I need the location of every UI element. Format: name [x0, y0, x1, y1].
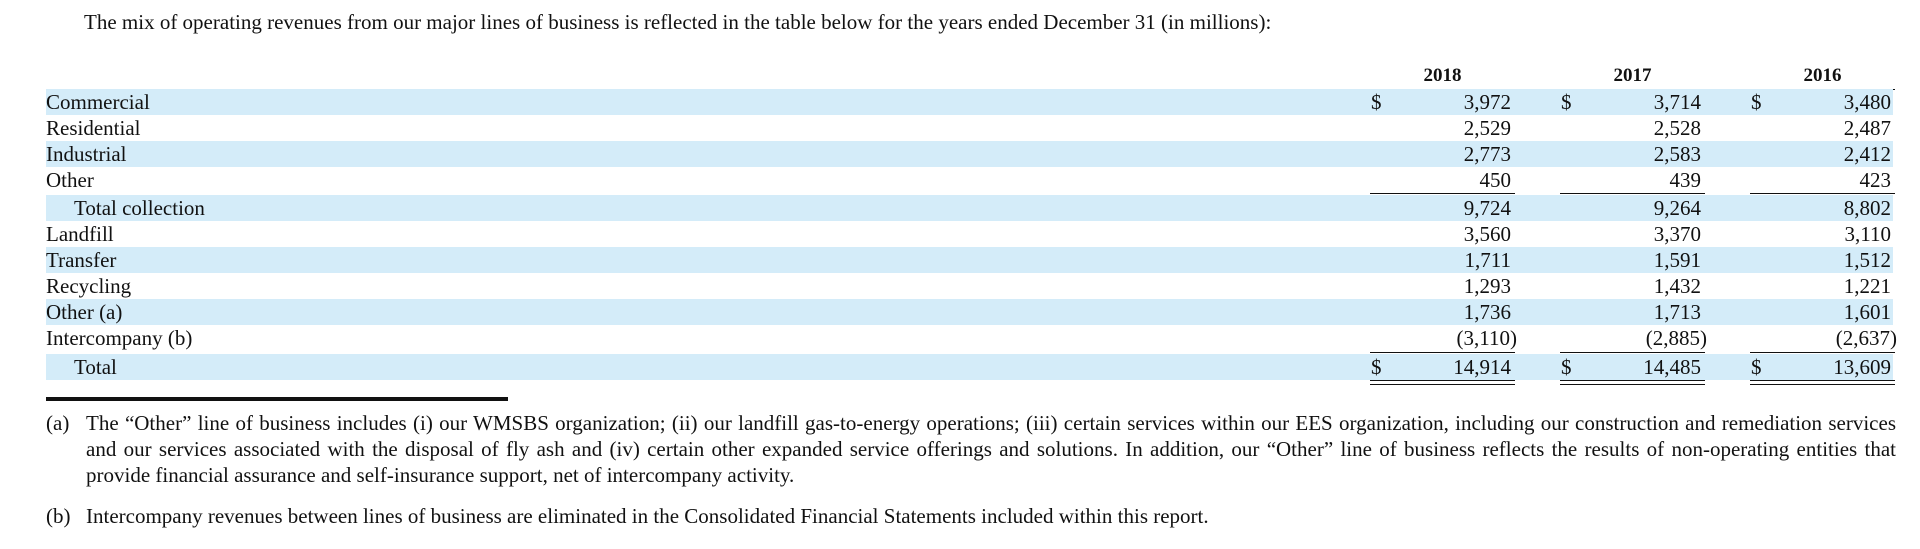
subtotal-rule — [1370, 352, 1515, 353]
cell-value-2017: 2,583 — [1653, 142, 1701, 166]
currency-symbol: $ — [1371, 355, 1382, 379]
currency-symbol: $ — [1561, 90, 1572, 114]
row-label: Total collection — [74, 196, 205, 220]
table-row: Commercial $3,972 $3,714 $3,480 — [46, 89, 1893, 115]
cell-value-2016: 1,512 — [1843, 248, 1891, 272]
footnote-b-mark: (b) — [46, 504, 71, 528]
cell-value-2017: 3,714 — [1653, 90, 1701, 114]
cell-value-2017: (2,885) — [1645, 326, 1707, 350]
year-header-2016: 2016 — [1803, 65, 1842, 86]
total-double-rule — [1370, 380, 1515, 385]
row-label: Industrial — [46, 142, 127, 166]
currency-symbol: $ — [1371, 90, 1382, 114]
cell-value-2016: 423 — [1859, 168, 1892, 192]
table-row: Recycling 1,293 1,432 1,221 — [46, 273, 1893, 299]
row-label: Intercompany (b) — [46, 326, 193, 350]
cell-value-2016: 2,487 — [1843, 116, 1891, 140]
cell-value-2017: 1,591 — [1653, 248, 1701, 272]
table-row: Residential 2,529 2,528 2,487 — [46, 115, 1893, 141]
subtotal-rule — [1560, 193, 1705, 194]
table-row: Transfer 1,711 1,591 1,512 — [46, 247, 1893, 273]
cell-value-2018: 14,914 — [1453, 355, 1511, 379]
table-row: Total $14,914 $14,485 $13,609 — [46, 354, 1893, 380]
footnote-a: (a) The “Other” line of business include… — [46, 410, 1896, 488]
cell-value-2016: 3,480 — [1843, 90, 1891, 114]
cell-value-2016: 3,110 — [1844, 222, 1891, 246]
currency-symbol: $ — [1751, 355, 1762, 379]
subtotal-rule — [1750, 193, 1895, 194]
row-label: Landfill — [46, 222, 114, 246]
row-label: Other — [46, 168, 94, 192]
cell-value-2018: 9,724 — [1463, 196, 1511, 220]
row-label: Transfer — [46, 248, 117, 272]
table-row: Landfill 3,560 3,370 3,110 — [46, 221, 1893, 247]
table-row: Other (a) 1,736 1,713 1,601 — [46, 299, 1893, 325]
cell-value-2016: 13,609 — [1833, 355, 1891, 379]
subtotal-rule — [1560, 352, 1705, 353]
cell-value-2017: 2,528 — [1653, 116, 1701, 140]
row-label: Total — [74, 355, 117, 379]
cell-value-2018: 3,560 — [1463, 222, 1511, 246]
cell-value-2018: 2,529 — [1463, 116, 1511, 140]
cell-value-2016: 8,802 — [1843, 196, 1891, 220]
subtotal-rule — [1750, 352, 1895, 353]
cell-value-2017: 439 — [1669, 168, 1702, 192]
cell-value-2016: (2,637) — [1835, 326, 1897, 350]
year-header-2018: 2018 — [1423, 65, 1462, 86]
table-row: Intercompany (b) (3,110) (2,885) (2,637) — [46, 325, 1897, 351]
cell-value-2016: 1,221 — [1843, 274, 1891, 298]
cell-value-2016: 1,601 — [1843, 300, 1891, 324]
cell-value-2017: 1,432 — [1653, 274, 1701, 298]
footnote-a-text: The “Other” line of business includes (i… — [86, 411, 1896, 487]
cell-value-2018: 1,293 — [1463, 274, 1511, 298]
cell-value-2017: 9,264 — [1653, 196, 1701, 220]
total-double-rule — [1750, 380, 1895, 385]
cell-value-2018: 2,773 — [1463, 142, 1511, 166]
cell-value-2018: 3,972 — [1463, 90, 1511, 114]
row-label: Commercial — [46, 90, 150, 114]
intro-text: The mix of operating revenues from our m… — [84, 10, 1272, 34]
table-row: Other 450 439 423 — [46, 167, 1893, 193]
cell-value-2018: 1,711 — [1464, 248, 1511, 272]
total-double-rule — [1560, 380, 1705, 385]
row-label: Residential — [46, 116, 141, 140]
row-label: Other (a) — [46, 300, 123, 324]
table-row: Industrial 2,773 2,583 2,412 — [46, 141, 1893, 167]
cell-value-2018: (3,110) — [1456, 326, 1517, 350]
currency-symbol: $ — [1561, 355, 1572, 379]
cell-value-2016: 2,412 — [1843, 142, 1891, 166]
cell-value-2017: 14,485 — [1643, 355, 1701, 379]
cell-value-2018: 450 — [1479, 168, 1512, 192]
cell-value-2018: 1,736 — [1463, 300, 1511, 324]
footnote-separator — [46, 397, 508, 401]
footnote-b: (b) Intercompany revenues between lines … — [46, 503, 1896, 529]
cell-value-2017: 1,713 — [1653, 300, 1701, 324]
cell-value-2017: 3,370 — [1653, 222, 1701, 246]
table-row: Total collection 9,724 9,264 8,802 — [46, 195, 1893, 221]
footnote-a-mark: (a) — [46, 411, 70, 435]
subtotal-rule — [1370, 193, 1515, 194]
currency-symbol: $ — [1751, 90, 1762, 114]
footnote-b-text: Intercompany revenues between lines of b… — [86, 504, 1209, 528]
year-header-2017: 2017 — [1613, 65, 1652, 86]
row-label: Recycling — [46, 274, 132, 298]
